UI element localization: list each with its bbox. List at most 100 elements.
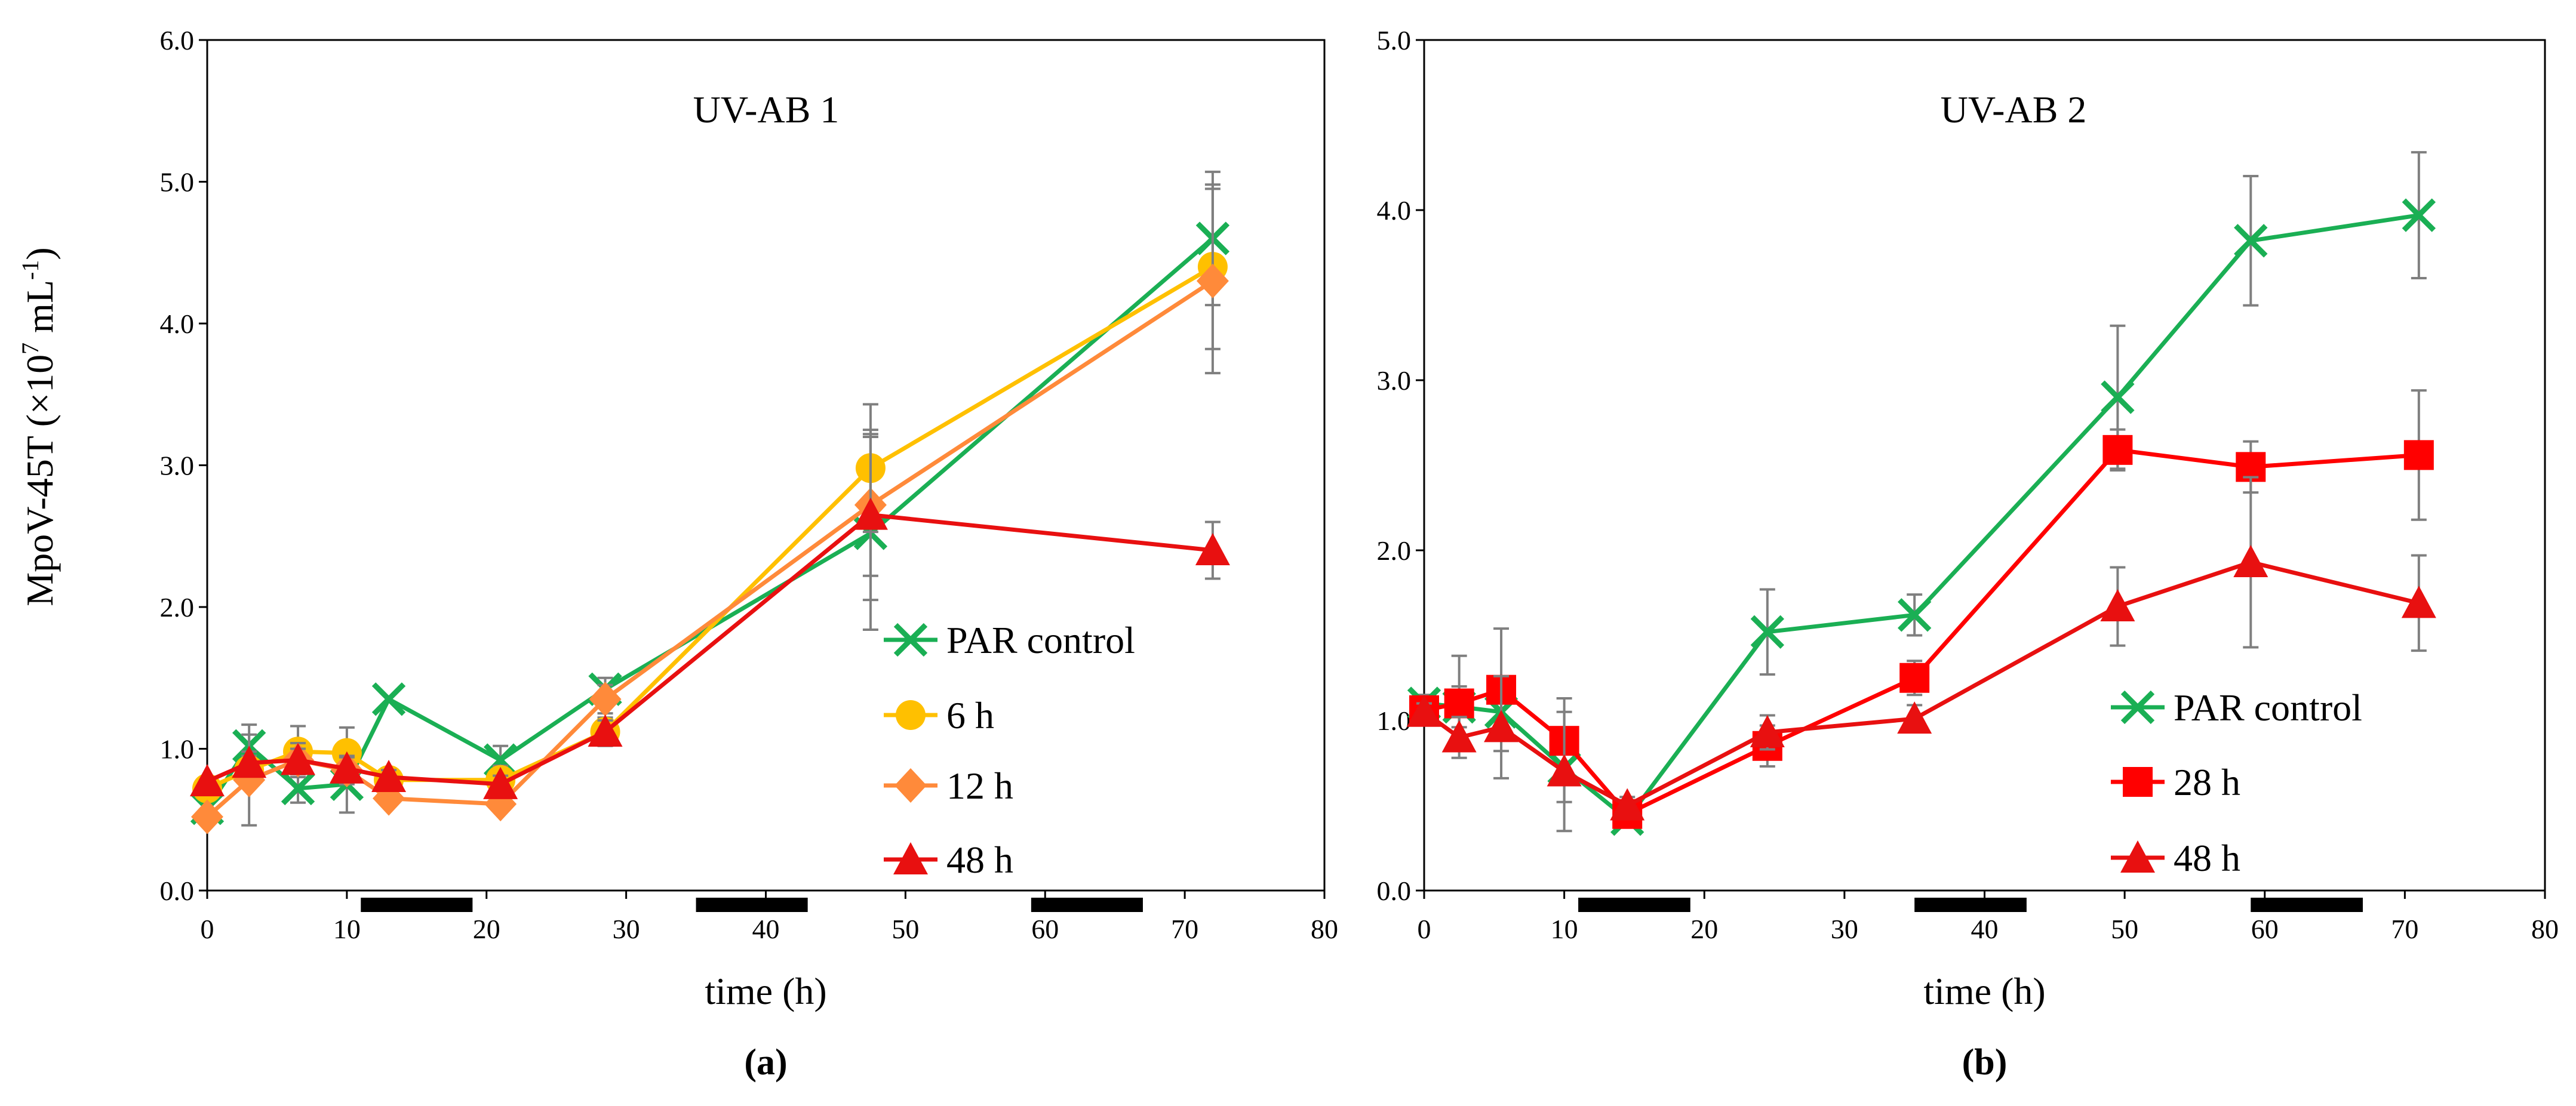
data-point [1484,710,1519,743]
series-line [1424,213,2420,821]
data-point [2233,544,2268,577]
plot-area [1423,39,2546,892]
legend-entry: PAR control [2111,686,2362,729]
data-point [1195,533,1230,565]
y-tick-label: 4.0 [1377,195,1412,226]
data-point-stroke-2 [2101,380,2135,414]
x-tick-label: 80 [1311,914,1338,944]
x-axis-title: time (h) [705,970,826,1012]
legend-label: 28 h [2174,761,2240,803]
data-point [371,760,407,792]
series-par-control [190,170,1230,825]
legend-entry: 12 h [884,765,1013,807]
y-tick-label: 2.0 [1377,535,1412,566]
y-tick-label: 4.0 [160,309,195,339]
data-point [2101,380,2135,414]
legend-label: PAR control [946,619,1135,661]
data-point [2102,435,2133,465]
data-point [232,745,267,778]
data-point [1750,615,1785,649]
data-point [1407,694,1441,727]
legend-marker [893,623,928,657]
data-point [1441,720,1477,753]
y-axis-title: MpoV-45T (×107 mL-1) [17,247,61,606]
x-tick-label: 60 [1031,914,1059,944]
y-tick-label: 1.0 [1377,706,1412,736]
data-point-stroke-2 [281,771,315,806]
data-point [483,766,518,799]
dark-period-bar [1578,898,1690,912]
data-point [191,799,223,834]
x-tick-label: 80 [2531,914,2559,944]
y-tick-label: 0.0 [160,876,195,906]
panel-a: 0.0 1.0 2.0 3.0 4.0 5.0 6.0 0 10 20 30 40 50 60 70 80 ti… [160,25,1339,1083]
data-point-stroke-2 [1750,615,1785,649]
data-point [589,682,622,717]
data-point [1610,788,1645,821]
data-point [281,771,315,806]
y-tick-label: 5.0 [1377,25,1412,56]
data-point [1196,263,1229,298]
x-tick-label: 10 [333,914,361,944]
data-point [2100,589,2135,622]
data-point [1897,701,1932,734]
data-point [1898,598,1932,632]
data-point-stroke-2 [2402,198,2436,232]
y-tick-label: 1.0 [160,734,195,765]
dark-period-bar [1031,898,1143,912]
legend-label: 48 h [946,839,1013,881]
x-tick-label: 0 [201,914,214,944]
data-point [1899,663,1930,693]
y-tick-label: 3.0 [160,451,195,481]
chart-title: UV-AB 2 [1941,88,2087,131]
legend-entry: PAR control [884,619,1135,661]
plot-area [206,39,1326,892]
data-point [281,743,316,775]
dark-period-bar [2251,898,2363,912]
y-tick-label: 3.0 [1377,365,1412,396]
data-point [2403,440,2434,470]
x-tick-label: 50 [2111,914,2138,944]
y-tick-label: 0.0 [1377,876,1412,906]
y-tick-label: 5.0 [160,167,195,198]
legend-label: 48 h [2174,837,2240,879]
legend-marker [2120,840,2155,873]
series-line [205,236,1215,810]
x-axis-title: time (h) [1923,970,2045,1012]
series-6-h [192,183,1228,803]
x-tick-label: 70 [1171,914,1198,944]
legend-entry: 28 h [2111,761,2240,803]
x-tick-label: 30 [613,914,640,944]
legend-entry: 48 h [2111,837,2240,879]
data-point [190,764,225,797]
data-point [329,751,364,784]
legend-marker [894,768,927,803]
data-point-stroke-2 [2234,224,2268,258]
data-point [2402,198,2436,232]
y-tick-label: 6.0 [160,25,195,56]
x-tick-label: 50 [892,914,919,944]
legend-marker [2120,690,2155,725]
legend-marker [893,842,928,874]
data-point [1547,754,1582,787]
data-point [588,714,623,747]
panel-b: 0.0 1.0 2.0 3.0 4.0 5.0 0 10 20 30 40 50 60 70 80 time … [1377,25,2559,1083]
data-point [1444,688,1474,719]
panel-label: (a) [744,1042,787,1083]
legend-marker [896,700,926,730]
legend-marker-stroke-2 [893,623,928,657]
legend-label: 12 h [946,765,1013,807]
data-point [371,682,406,716]
x-tick-label: 60 [2251,914,2279,944]
x-tick-label: 20 [1690,914,1718,944]
legend-marker-stroke-2 [2120,690,2155,725]
x-tick-label: 30 [1831,914,1858,944]
data-point [1750,714,1785,747]
x-tick-label: 40 [1971,914,1999,944]
legend-marker [2123,767,2153,797]
dark-period-bar [361,898,473,912]
panel-label: (b) [1962,1042,2008,1083]
data-point [2401,586,2436,618]
data-point-stroke-2 [371,682,406,716]
